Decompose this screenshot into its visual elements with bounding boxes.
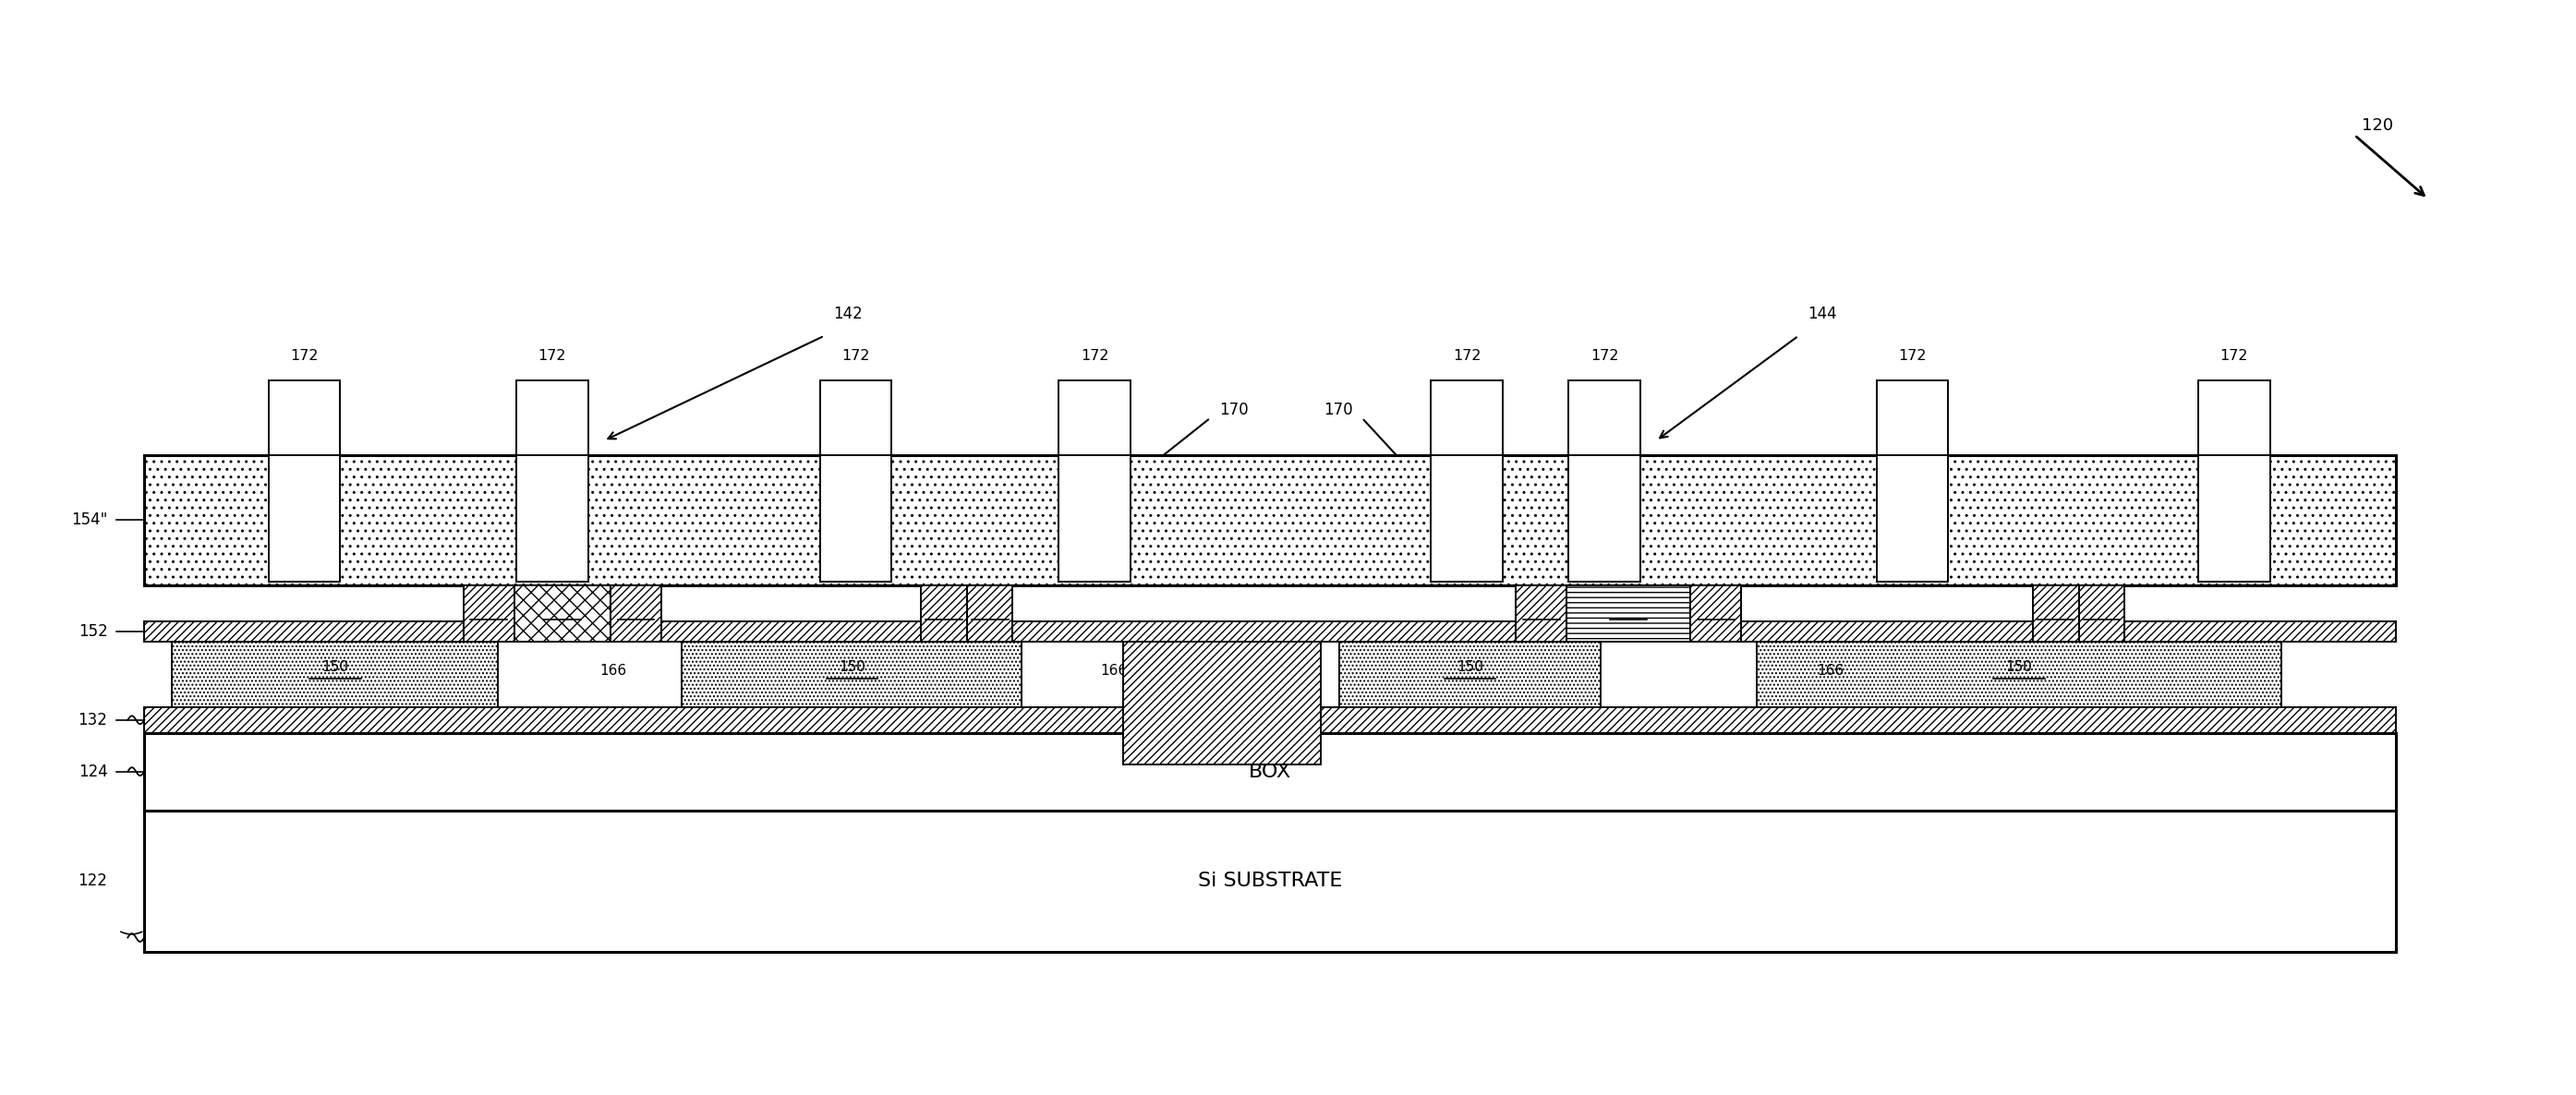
Bar <box>173 642 497 707</box>
Bar <box>2079 585 2125 642</box>
Bar <box>144 733 2396 810</box>
Bar <box>1340 642 1600 707</box>
Text: 150: 150 <box>1455 660 1484 673</box>
Bar <box>819 456 891 581</box>
Bar <box>1430 456 1502 581</box>
Bar <box>1321 707 2396 733</box>
Bar <box>1059 381 1131 456</box>
Text: 172: 172 <box>1453 349 1481 364</box>
Text: 152: 152 <box>77 623 108 639</box>
Bar <box>611 585 662 642</box>
Text: STI: STI <box>1208 694 1236 712</box>
Text: 168: 168 <box>2045 601 2069 613</box>
Text: 166: 166 <box>1100 664 1128 678</box>
Text: 168: 168 <box>933 601 956 613</box>
Bar <box>1690 585 1741 642</box>
Bar <box>1878 456 1947 581</box>
Bar <box>920 585 966 642</box>
Text: 172: 172 <box>1899 349 1927 364</box>
Text: Si SUBSTRATE: Si SUBSTRATE <box>1198 872 1342 890</box>
Bar <box>1569 456 1641 581</box>
Bar <box>268 381 340 456</box>
Text: 120: 120 <box>2362 117 2393 135</box>
Text: 172: 172 <box>2221 349 2249 364</box>
Text: 166: 166 <box>1816 664 1844 678</box>
Text: 168: 168 <box>623 601 647 613</box>
Bar <box>1430 381 1502 456</box>
Bar <box>144 707 1123 733</box>
Text: 172: 172 <box>842 349 871 364</box>
Text: 172: 172 <box>1589 349 1618 364</box>
Bar <box>515 585 611 642</box>
Text: 168: 168 <box>979 601 1002 613</box>
Text: 166: 166 <box>600 664 626 678</box>
Text: 168: 168 <box>1705 601 1728 613</box>
Bar <box>144 456 2396 585</box>
Text: 122: 122 <box>77 873 108 889</box>
Bar <box>2197 456 2269 581</box>
Bar <box>683 642 1023 707</box>
Text: 168: 168 <box>1530 601 1553 613</box>
Bar <box>268 456 340 581</box>
Text: 142: 142 <box>835 306 863 322</box>
Bar <box>2197 381 2269 456</box>
Bar <box>1566 585 1690 642</box>
Text: 166: 166 <box>1329 515 1358 528</box>
Bar <box>819 381 891 456</box>
Bar <box>1059 456 1131 581</box>
Bar <box>1878 381 1947 456</box>
Bar <box>144 621 2396 642</box>
Text: 168: 168 <box>2089 601 2112 613</box>
Text: 136: 136 <box>1615 600 1641 613</box>
Bar <box>1123 642 1321 764</box>
Bar <box>515 381 587 456</box>
Text: 166: 166 <box>1012 515 1041 528</box>
Bar <box>515 456 587 581</box>
Text: 168: 168 <box>477 601 500 613</box>
Bar <box>144 810 2396 952</box>
Text: 150: 150 <box>840 660 866 673</box>
Bar <box>1515 585 1566 642</box>
Text: 154": 154" <box>72 511 108 529</box>
Text: BOX: BOX <box>1249 762 1291 781</box>
Text: 164: 164 <box>551 600 574 613</box>
Text: 132: 132 <box>77 712 108 728</box>
Text: 144: 144 <box>1808 306 1837 322</box>
Text: 150: 150 <box>322 660 348 673</box>
Bar <box>2032 585 2079 642</box>
Text: 172: 172 <box>1079 349 1108 364</box>
Bar <box>966 585 1012 642</box>
Text: 172: 172 <box>291 349 319 364</box>
Text: 170: 170 <box>1324 401 1352 418</box>
Text: 172: 172 <box>538 349 567 364</box>
Text: 150: 150 <box>2007 660 2032 673</box>
Text: 170: 170 <box>1218 401 1249 418</box>
Bar <box>1569 381 1641 456</box>
Bar <box>464 585 515 642</box>
Text: 124: 124 <box>77 763 108 780</box>
Bar <box>1757 642 2280 707</box>
